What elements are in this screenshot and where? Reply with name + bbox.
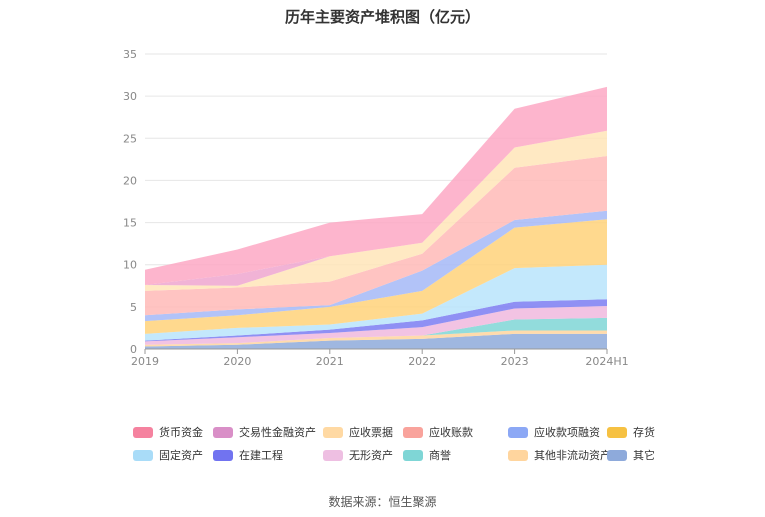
legend-label: 存货 xyxy=(633,426,655,439)
legend-item[interactable]: 应收账款 xyxy=(403,424,473,440)
legend-swatch xyxy=(133,426,153,438)
legend-swatch xyxy=(323,426,343,438)
series-area xyxy=(145,86,607,285)
legend-swatch xyxy=(133,449,153,461)
stacked-area-chart: 0 5 10 15 20 25 30 35 2019 2020 2021 2022 2023 2024H1 xyxy=(123,48,629,368)
legend-label: 在建工程 xyxy=(239,449,283,462)
x-tick-label: 2024H1 xyxy=(585,355,628,368)
legend-label: 无形资产 xyxy=(349,449,393,462)
series-area xyxy=(145,333,607,349)
legend-label: 其他非流动资产 xyxy=(534,449,611,462)
series-area xyxy=(145,299,607,342)
data-source: 数据来源：恒生聚源 xyxy=(328,495,437,509)
legend-item[interactable]: 存货 xyxy=(607,424,655,440)
legend-item[interactable]: 交易性金融资产 xyxy=(213,424,316,440)
series-area xyxy=(145,219,607,334)
series-area xyxy=(145,210,607,322)
legend-label: 应收账款 xyxy=(429,426,473,439)
legend-swatch xyxy=(213,426,233,438)
legend-swatch xyxy=(323,449,343,461)
legend-swatch xyxy=(607,426,627,438)
series-area xyxy=(145,306,607,345)
legend-swatch xyxy=(508,449,528,461)
y-tick-label: 15 xyxy=(123,217,137,230)
legend-item[interactable]: 其它 xyxy=(607,447,655,463)
y-tick-label: 0 xyxy=(130,343,137,356)
legend-swatch xyxy=(403,426,423,438)
legend-item[interactable]: 无形资产 xyxy=(323,447,393,463)
x-tick-label: 2021 xyxy=(316,355,344,368)
y-tick-label: 30 xyxy=(123,90,137,103)
legend-label: 商誉 xyxy=(429,449,451,462)
legend-label: 应收票据 xyxy=(349,426,393,439)
legend-item[interactable]: 货币资金 xyxy=(133,424,203,440)
x-tick-label: 2019 xyxy=(131,355,159,368)
series-area xyxy=(145,130,607,291)
series-area xyxy=(145,155,607,316)
y-tick-label: 10 xyxy=(123,259,137,272)
legend-swatch xyxy=(508,426,528,438)
series-area xyxy=(145,317,607,345)
legend-item[interactable]: 商誉 xyxy=(403,447,451,463)
y-tick-label: 20 xyxy=(123,174,137,187)
legend-swatch xyxy=(403,449,423,461)
legend-item[interactable]: 应收票据 xyxy=(323,424,393,440)
chart-title: 历年主要资产堆积图（亿元） xyxy=(284,8,480,26)
legend-item[interactable]: 其他非流动资产 xyxy=(508,447,611,463)
y-tick-label: 35 xyxy=(123,48,137,61)
legend-label: 固定资产 xyxy=(159,449,203,462)
x-tick-label: 2023 xyxy=(501,355,529,368)
legend-label: 货币资金 xyxy=(159,426,203,439)
x-tick-label: 2020 xyxy=(223,355,251,368)
series-area xyxy=(145,330,607,347)
legend-swatch xyxy=(607,449,627,461)
legend-item[interactable]: 应收款项融资 xyxy=(508,424,600,440)
legend-label: 应收款项融资 xyxy=(534,426,600,439)
y-tick-label: 5 xyxy=(130,301,137,314)
legend-label: 交易性金融资产 xyxy=(239,426,316,439)
x-tick-label: 2022 xyxy=(408,355,436,368)
legend-label: 其它 xyxy=(633,449,655,462)
legend-swatch xyxy=(213,449,233,461)
legend-item[interactable]: 在建工程 xyxy=(213,447,283,463)
series-area xyxy=(145,264,607,341)
legend-item[interactable]: 固定资产 xyxy=(133,447,203,463)
y-tick-label: 25 xyxy=(123,132,137,145)
